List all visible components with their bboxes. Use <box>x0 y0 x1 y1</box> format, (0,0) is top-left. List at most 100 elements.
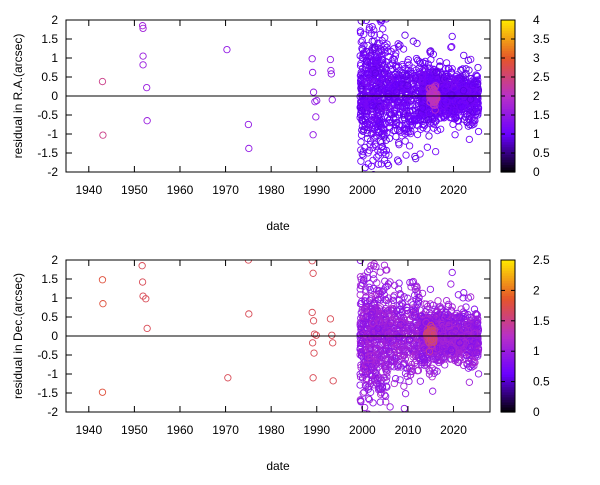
data-point <box>402 251 408 257</box>
colorbar-segment <box>501 396 515 400</box>
y-tick-label: -0.5 <box>37 348 58 362</box>
data-point <box>434 297 442 305</box>
colorbar-segment <box>501 401 515 405</box>
data-point <box>394 158 403 166</box>
data-point <box>394 63 403 71</box>
data-point <box>139 52 147 60</box>
data-point <box>451 327 459 336</box>
x-axis-label: date <box>266 459 290 473</box>
data-point <box>308 339 317 347</box>
data-point <box>378 138 386 147</box>
data-point <box>422 300 430 308</box>
data-point <box>464 105 472 113</box>
data-point <box>460 74 468 82</box>
data-point <box>423 143 432 151</box>
data-point <box>329 377 337 385</box>
data-point <box>360 305 368 314</box>
data-point <box>384 102 393 111</box>
x-tick-label: 1950 <box>121 423 148 437</box>
data-point <box>359 389 367 397</box>
data-point <box>396 41 404 49</box>
data-point <box>138 262 146 270</box>
colorbar-segment <box>501 128 515 133</box>
data-point <box>468 87 476 95</box>
data-point <box>224 374 232 382</box>
data-point <box>455 349 463 357</box>
data-point <box>401 355 410 363</box>
colorbar-tick-label: 0.5 <box>533 146 550 160</box>
data-point <box>418 104 426 112</box>
data-point <box>308 260 316 265</box>
colorbar-segment <box>501 52 515 57</box>
colorbar-segment <box>501 368 515 373</box>
data-point <box>367 343 375 352</box>
data-point <box>449 120 457 128</box>
colorbar-segment <box>501 108 515 112</box>
data-point <box>309 88 318 96</box>
colorbar-segment <box>501 409 515 413</box>
data-point <box>371 373 380 381</box>
data-point <box>358 111 366 120</box>
data-point <box>363 273 371 282</box>
data-point <box>401 31 409 39</box>
data-point <box>411 117 419 125</box>
data-point <box>379 56 387 64</box>
colorbar-segment <box>501 47 515 51</box>
colorbar-segment <box>501 98 515 102</box>
data-point <box>367 362 376 371</box>
data-point <box>385 119 393 127</box>
colorbar-segment <box>501 406 515 411</box>
data-point <box>426 285 435 293</box>
data-point <box>436 57 444 66</box>
data-point <box>405 336 414 344</box>
data-point <box>364 99 372 107</box>
data-point <box>392 61 401 69</box>
x-tick-label: 1960 <box>167 183 194 197</box>
colorbar-segment <box>501 356 515 360</box>
data-point <box>368 37 376 45</box>
data-point <box>441 311 449 319</box>
data-point <box>398 69 407 78</box>
colorbar-tick-label: 1.5 <box>533 108 550 122</box>
colorbar-segment <box>501 346 515 350</box>
data-point <box>433 367 441 375</box>
colorbar-segment <box>501 313 515 317</box>
colorbar-segment <box>501 290 515 294</box>
data-point <box>393 312 402 320</box>
data-point <box>400 382 408 390</box>
data-point <box>429 93 437 102</box>
data-point <box>362 112 370 121</box>
data-point <box>442 72 451 81</box>
data-point <box>365 283 373 291</box>
data-point <box>369 156 377 165</box>
colorbar-segment <box>501 361 515 365</box>
data-point <box>472 309 480 318</box>
data-point <box>143 117 151 125</box>
data-point <box>391 70 399 78</box>
colorbar-segment <box>501 118 515 122</box>
data-point <box>384 84 392 93</box>
x-tick-label: 2010 <box>395 183 422 197</box>
colorbar-segment <box>501 60 515 64</box>
data-point <box>397 86 405 94</box>
data-point <box>364 160 372 168</box>
data-point <box>390 379 398 388</box>
data-point <box>398 299 406 307</box>
data-point <box>402 125 411 133</box>
data-point <box>371 360 380 369</box>
data-point <box>399 45 408 53</box>
colorbar-segment <box>501 96 515 100</box>
data-point <box>442 111 450 119</box>
colorbar-segment <box>501 40 515 44</box>
data-point <box>358 297 366 306</box>
data-point <box>244 260 253 264</box>
colorbar-segment <box>501 270 515 274</box>
data-point <box>431 147 440 156</box>
data-point <box>469 82 477 91</box>
data-point <box>364 394 373 402</box>
data-point <box>427 330 435 338</box>
data-point <box>447 307 455 315</box>
data-point <box>376 137 385 145</box>
colorbar-segment <box>501 63 515 67</box>
data-point <box>386 347 394 356</box>
